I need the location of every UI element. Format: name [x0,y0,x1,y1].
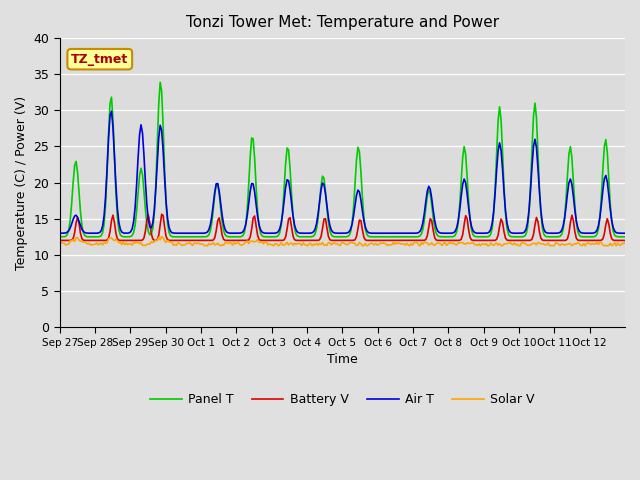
Line: Panel T: Panel T [60,82,625,237]
Panel T [184,234,192,240]
Legend: Panel T, Battery V, Air T, Solar V: Panel T, Battery V, Air T, Solar V [145,388,540,411]
Air T [621,230,629,236]
Solar V [56,241,64,247]
Battery V [56,238,64,243]
Air T [93,230,100,236]
Line: Air T: Air T [60,111,625,233]
Panel T [156,79,164,85]
Battery V [348,238,356,243]
Air T [462,180,470,186]
X-axis label: Time: Time [327,353,358,366]
Battery V [545,238,552,243]
Title: Tonzi Tower Met: Temperature and Power: Tonzi Tower Met: Temperature and Power [186,15,499,30]
Panel T [56,234,64,240]
Battery V [618,238,626,243]
Panel T [93,234,100,240]
Panel T [462,151,470,157]
Panel T [75,190,83,195]
Battery V [460,222,468,228]
Panel T [546,234,554,240]
Battery V [93,238,100,243]
Solar V [93,240,100,246]
Air T [620,230,627,236]
Line: Solar V: Solar V [60,237,625,246]
Text: TZ_tmet: TZ_tmet [71,53,129,66]
Panel T [621,234,629,240]
Battery V [75,220,83,226]
Solar V [363,243,371,249]
Solar V [621,240,629,246]
Panel T [349,205,357,211]
Solar V [75,237,83,243]
Solar V [348,240,356,245]
Air T [108,108,115,114]
Solar V [158,234,166,240]
Solar V [546,243,554,249]
Battery V [621,238,629,243]
Panel T [620,234,627,240]
Solar V [620,240,627,246]
Air T [348,221,356,227]
Air T [546,230,554,236]
Battery V [158,211,166,217]
Solar V [462,241,470,247]
Air T [75,218,83,224]
Air T [385,230,393,236]
Air T [56,230,64,236]
Line: Battery V: Battery V [60,214,625,240]
Y-axis label: Temperature (C) / Power (V): Temperature (C) / Power (V) [15,96,28,270]
